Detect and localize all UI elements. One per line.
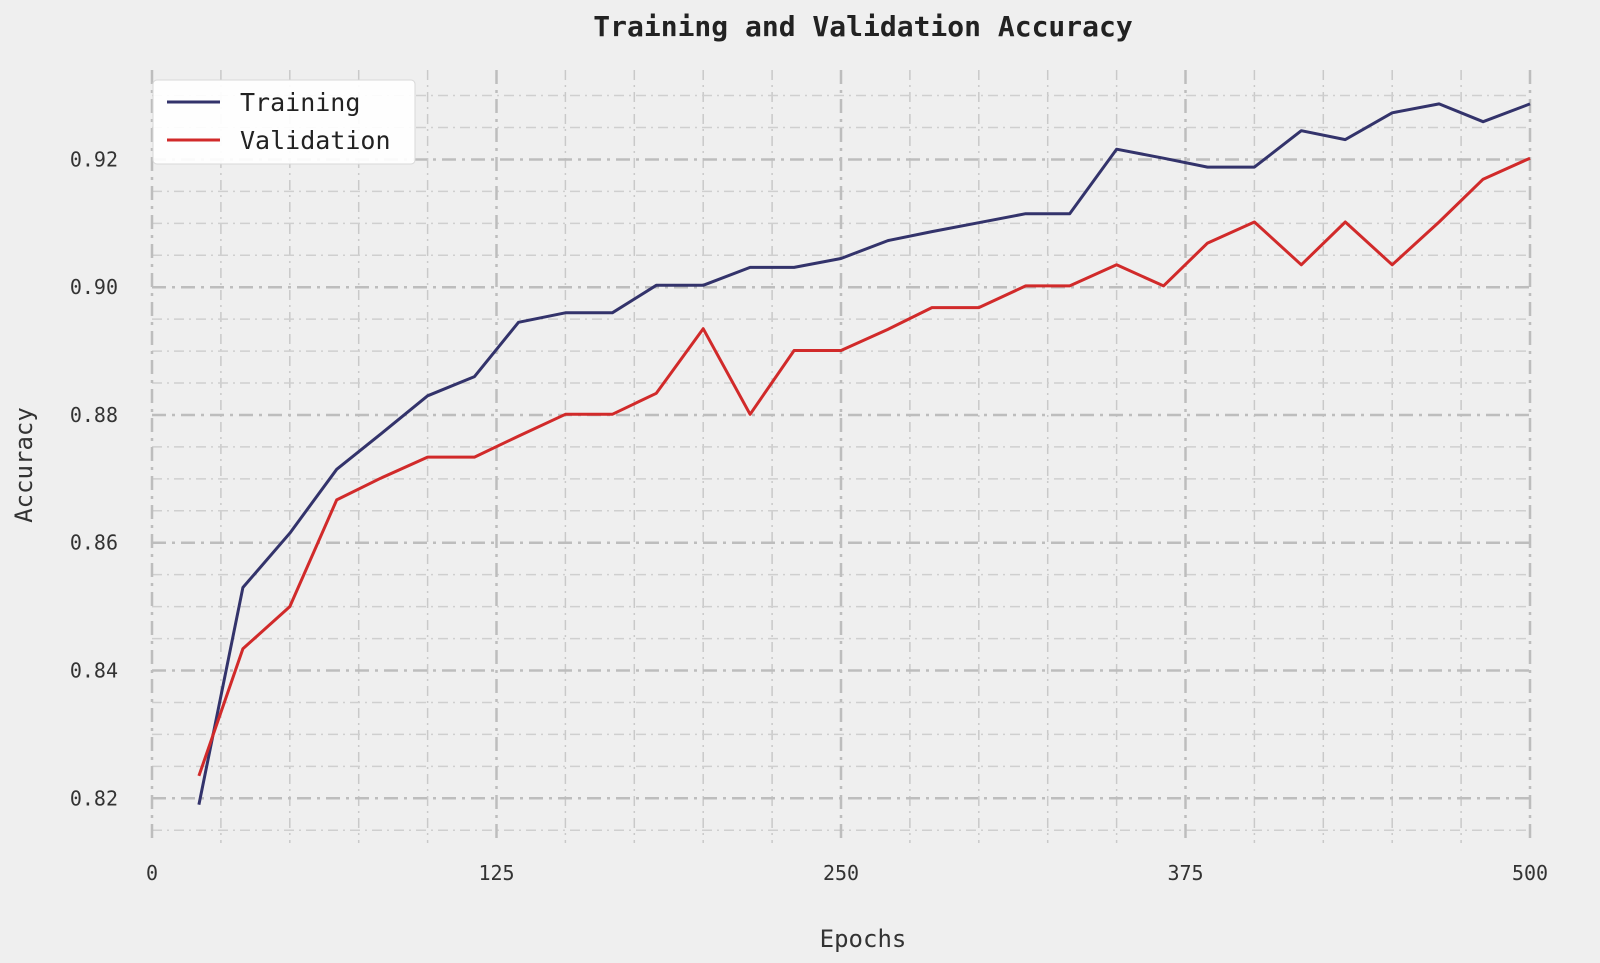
x-tick-label: 500 [1512, 861, 1548, 885]
y-tick-label: 0.90 [70, 275, 118, 299]
x-tick-label: 250 [823, 861, 859, 885]
y-tick-label: 0.84 [70, 659, 118, 683]
x-axis-label: Epochs [820, 925, 907, 953]
y-tick-label: 0.92 [70, 147, 118, 171]
grid-layer [150, 70, 1532, 843]
y-axis-label: Accuracy [10, 407, 38, 523]
x-tick-label: 0 [146, 861, 158, 885]
y-tick-label: 0.88 [70, 403, 118, 427]
x-tick-label: 125 [478, 861, 514, 885]
legend-label-training: Training [240, 88, 360, 117]
series-line-training [197, 102, 1531, 805]
x-tick-label: 375 [1167, 861, 1203, 885]
legend: Training Validation [152, 79, 416, 165]
y-tick-label: 0.86 [70, 531, 118, 555]
y-tick-label: 0.82 [70, 786, 118, 810]
series-layer [197, 102, 1531, 805]
legend-label-validation: Validation [240, 126, 391, 155]
chart-title: Training and Validation Accuracy [593, 10, 1133, 43]
series-line-validation [197, 156, 1531, 777]
tick-layer: 0 125 250 375 500 0.82 0.84 0.86 0.88 0.90 0.92 [70, 147, 1548, 885]
